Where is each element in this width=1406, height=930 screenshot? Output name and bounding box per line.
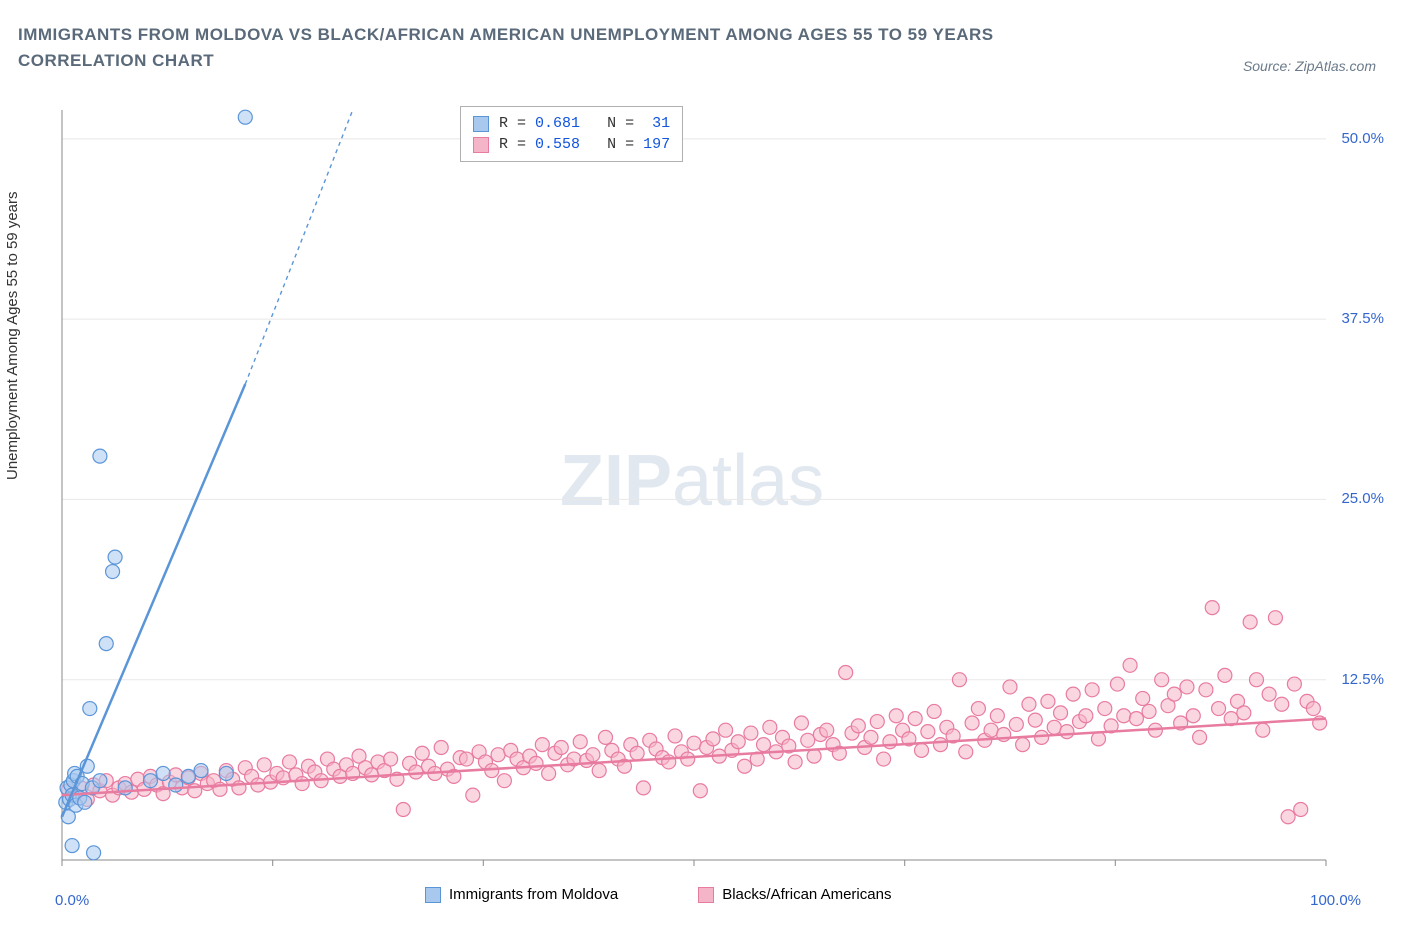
x-max-label: 100.0% <box>1310 892 1361 909</box>
y-axis-label: Unemployment Among Ages 55 to 59 years <box>4 191 21 480</box>
chart-title: IMMIGRANTS FROM MOLDOVA VS BLACK/AFRICAN… <box>18 22 1118 73</box>
scatter-chart <box>52 100 1386 890</box>
legend-swatch-black <box>473 137 489 153</box>
legend-swatch-black-btm <box>698 887 714 903</box>
correlation-legend: R = 0.681 N = 31 R = 0.558 N = 197 <box>460 106 683 162</box>
y-tick-label: 25.0% <box>1341 490 1384 507</box>
x-origin-label: 0.0% <box>55 892 89 909</box>
bottom-legend-moldova: Immigrants from Moldova <box>425 886 618 903</box>
legend-swatch-moldova <box>473 116 489 132</box>
legend-swatch-moldova-btm <box>425 887 441 903</box>
chart-area <box>52 100 1386 890</box>
source-label: Source: ZipAtlas.com <box>1243 58 1376 74</box>
y-tick-label: 12.5% <box>1341 671 1384 688</box>
legend-row-1: R = 0.681 N = 31 <box>473 113 670 134</box>
y-tick-label: 37.5% <box>1341 310 1384 327</box>
legend-row-2: R = 0.558 N = 197 <box>473 134 670 155</box>
y-tick-label: 50.0% <box>1341 130 1384 147</box>
bottom-legend-black: Blacks/African Americans <box>698 886 891 903</box>
bottom-legend: Immigrants from Moldova Blacks/African A… <box>425 886 891 903</box>
